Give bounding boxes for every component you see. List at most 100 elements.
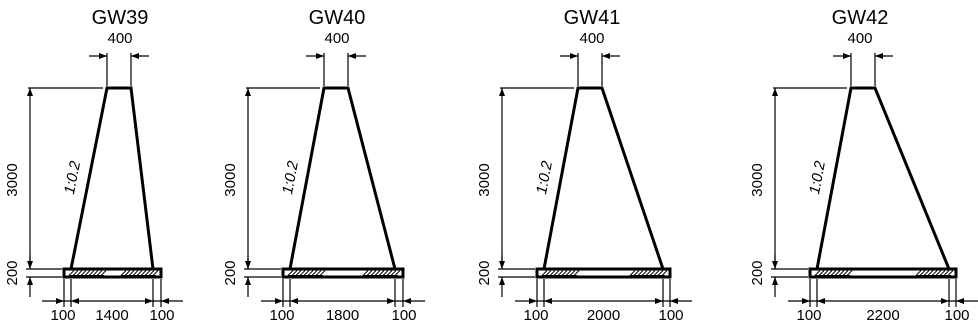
footing-hatch bbox=[846, 270, 853, 276]
footing-slab bbox=[281, 267, 405, 279]
height-label: 3000 bbox=[749, 163, 766, 196]
right-offset-label: 100 bbox=[658, 307, 683, 324]
footing-slab bbox=[808, 267, 958, 279]
height-label: 3000 bbox=[476, 163, 493, 196]
arrow-head bbox=[499, 88, 505, 96]
section-title: GW39 bbox=[92, 7, 149, 29]
footing-slab bbox=[535, 267, 672, 279]
arrow-head bbox=[56, 298, 64, 304]
top-width-label: 400 bbox=[324, 30, 349, 47]
footing-hatch bbox=[307, 270, 314, 276]
top-width-label: 400 bbox=[107, 30, 132, 47]
arrow-head bbox=[772, 277, 778, 285]
footing-hatch bbox=[291, 270, 298, 276]
left-offset-label: 100 bbox=[523, 307, 548, 324]
footing-hatch bbox=[370, 270, 377, 276]
height-label: 3000 bbox=[4, 163, 21, 196]
section-title: GW41 bbox=[564, 7, 621, 29]
left-offset-label: 100 bbox=[50, 307, 75, 324]
footing-hatch bbox=[834, 270, 841, 276]
right-offset-label: 100 bbox=[391, 307, 416, 324]
wall-body bbox=[288, 86, 397, 271]
arrow-head bbox=[99, 53, 107, 59]
footing-hatch bbox=[152, 270, 159, 276]
footing-hatch bbox=[939, 270, 946, 276]
arrow-head bbox=[602, 53, 610, 59]
arrow-head bbox=[316, 53, 324, 59]
wall-body bbox=[815, 86, 952, 271]
arrow-head bbox=[27, 277, 33, 285]
arrow-head bbox=[529, 298, 537, 304]
arrow-head bbox=[71, 298, 79, 304]
footing-hatch bbox=[311, 270, 318, 276]
base-width-label: 2000 bbox=[587, 307, 620, 324]
arrow-head bbox=[802, 298, 810, 304]
footing-hatch bbox=[826, 270, 833, 276]
footing-hatch bbox=[842, 270, 849, 276]
footing-hatch bbox=[915, 270, 922, 276]
footing-hatch bbox=[92, 270, 99, 276]
footing-hatch bbox=[649, 270, 656, 276]
footing-hatch bbox=[818, 270, 825, 276]
section-title: GW42 bbox=[832, 7, 889, 29]
footing-thickness-label: 200 bbox=[4, 260, 21, 285]
footing-hatch bbox=[947, 270, 954, 276]
footing-hatch bbox=[100, 270, 107, 276]
footing-hatch bbox=[96, 270, 103, 276]
section-title: GW40 bbox=[309, 7, 366, 29]
arrow-head bbox=[875, 53, 883, 59]
footing-hatch bbox=[68, 270, 75, 276]
arrow-head bbox=[570, 53, 578, 59]
footing-hatch bbox=[382, 270, 389, 276]
footing-slab bbox=[62, 267, 163, 279]
footing-thickness-label: 200 bbox=[749, 260, 766, 285]
slope-ratio-label: 1:0.2 bbox=[806, 159, 829, 196]
right-offset-label: 100 bbox=[149, 307, 174, 324]
footing-hatch bbox=[88, 270, 95, 276]
footing-hatch bbox=[927, 270, 934, 276]
arrow-head bbox=[499, 277, 505, 285]
footing-thickness-label: 200 bbox=[222, 260, 239, 285]
left-offset-label: 100 bbox=[796, 307, 821, 324]
footing-hatch bbox=[661, 270, 668, 276]
footing-hatch bbox=[653, 270, 660, 276]
footing-hatch bbox=[84, 270, 91, 276]
footing-hatch bbox=[319, 270, 326, 276]
footing-hatch bbox=[923, 270, 930, 276]
arrow-head bbox=[772, 88, 778, 96]
footing-hatch bbox=[549, 270, 556, 276]
footing-hatch bbox=[299, 270, 306, 276]
footing-hatch bbox=[919, 270, 926, 276]
arrow-head bbox=[403, 298, 411, 304]
footing-hatch bbox=[935, 270, 942, 276]
footing-hatch bbox=[148, 270, 155, 276]
footing-hatch bbox=[830, 270, 837, 276]
top-width-label: 400 bbox=[579, 30, 604, 47]
arrow-head bbox=[670, 298, 678, 304]
arrow-head bbox=[161, 298, 169, 304]
footing-hatch bbox=[561, 270, 568, 276]
footing-hatch bbox=[303, 270, 310, 276]
slope-ratio-label: 1:0.2 bbox=[61, 159, 84, 196]
arrow-head bbox=[245, 277, 251, 285]
footing-hatch bbox=[641, 270, 648, 276]
footing-hatch bbox=[569, 270, 576, 276]
footing-hatch bbox=[822, 270, 829, 276]
footing-hatch bbox=[814, 270, 821, 276]
footing-hatch bbox=[128, 270, 135, 276]
footing-hatch bbox=[931, 270, 938, 276]
footing-hatch bbox=[557, 270, 564, 276]
footing-hatch bbox=[545, 270, 552, 276]
arrow-head bbox=[655, 298, 663, 304]
footing-hatch bbox=[943, 270, 950, 276]
footing-hatch bbox=[72, 270, 79, 276]
footing-hatch bbox=[315, 270, 322, 276]
footing-hatch bbox=[645, 270, 652, 276]
footing-hatch bbox=[378, 270, 385, 276]
footing-hatch bbox=[136, 270, 143, 276]
arrow-head bbox=[817, 298, 825, 304]
arrow-head bbox=[290, 298, 298, 304]
